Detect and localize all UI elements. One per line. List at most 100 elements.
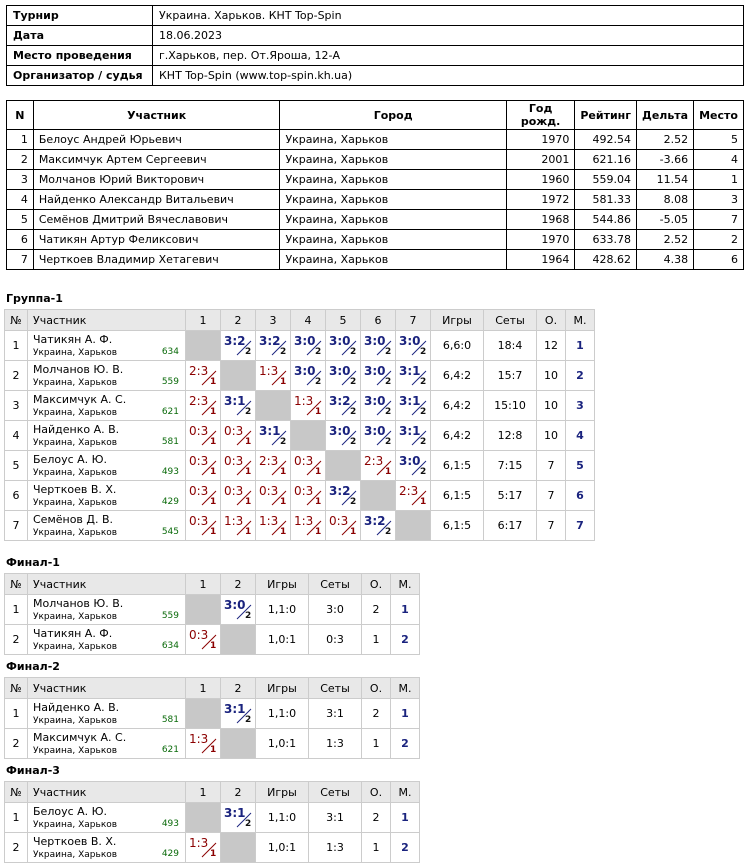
match-result: 2:3 1 — [256, 451, 290, 480]
col-header: Игры — [255, 573, 309, 595]
col-header: Игры — [255, 781, 309, 803]
match-result: 3:2 2 — [326, 481, 360, 510]
match-score: 3:0 — [399, 454, 421, 468]
col-header-opponent: 3 — [255, 309, 291, 331]
col-header-opponent: 2 — [220, 309, 256, 331]
row-number: 3 — [4, 390, 28, 421]
match-result: 0:3 1 — [186, 625, 220, 654]
participant-cell: 1968 — [505, 209, 576, 230]
player-city: Украина, Харьков — [33, 438, 118, 448]
match-points: 1 — [210, 849, 217, 859]
match-result: 1:3 1 — [291, 391, 325, 420]
slash-icon — [306, 340, 322, 356]
match-score: 0:3 — [259, 484, 279, 498]
match-points: 2 — [350, 377, 357, 387]
match-cell: 1:3 1 — [220, 510, 256, 541]
col-header: Дельта — [636, 100, 695, 130]
info-value: КНТ Top-Spin (www.top-spin.kh.ua) — [152, 65, 744, 86]
participant-cell: Белоус Андрей Юрьевич — [32, 129, 281, 150]
participant-row: 3 Молчанов Юрий Викторович Украина, Харько… — [6, 169, 744, 190]
col-header-opponent: 1 — [185, 677, 221, 699]
points-cell: 10 — [536, 390, 566, 421]
player-city: Украина, Харьков — [33, 498, 118, 508]
player-cell: Черткоев В. Х. Украина, Харьков 429 — [27, 832, 186, 863]
match-result: 0:3 1 — [221, 481, 255, 510]
participant-cell: 3 — [6, 169, 34, 190]
match-result: 1:3 1 — [256, 511, 290, 540]
match-points: 1 — [315, 467, 322, 477]
col-header: М. — [390, 781, 420, 803]
match-points: 2 — [350, 497, 357, 507]
player-cell: Черткоев В. Х. Украина, Харьков 429 — [27, 480, 186, 511]
slash-icon — [236, 708, 252, 724]
slash-icon — [236, 604, 252, 620]
match-points: 1 — [350, 527, 357, 537]
slash-icon — [201, 490, 217, 506]
match-points: 1 — [210, 745, 217, 755]
participant-cell: 5 — [693, 129, 744, 150]
match-points: 2 — [385, 437, 392, 447]
participant-cell: 492.54 — [574, 129, 638, 150]
group-row: 1 Найденко А. В. Украина, Харьков 581 3:1 2 1,… — [4, 698, 420, 729]
row-number: 6 — [4, 480, 28, 511]
participant-row: 1 Белоус Андрей Юрьевич Украина, Харьков 19… — [6, 129, 744, 150]
match-cell: 0:3 1 — [290, 480, 326, 511]
col-header: Участник — [27, 309, 186, 331]
player-city: Украина, Харьков — [33, 716, 118, 726]
group-header: № Участник 1 2 Игры Сеты О. М. — [4, 781, 420, 803]
points-cell: 2 — [361, 594, 391, 625]
slash-icon — [341, 520, 357, 536]
participant-row: 2 Максимчук Артем Сергеевич Украина, Харьк… — [6, 149, 744, 170]
row-number: 7 — [4, 510, 28, 541]
participant-cell: 428.62 — [574, 249, 638, 270]
place-cell: 2 — [390, 728, 420, 759]
group-row: 1 Чатикян А. Ф. Украина, Харьков 634 3:2 2 3:2… — [4, 330, 595, 361]
match-points: 1 — [210, 437, 217, 447]
match-cell: 3:0 2 — [325, 360, 361, 391]
col-header: М. — [390, 677, 420, 699]
participant-cell: 6 — [6, 229, 34, 250]
games-cell: 6,1:5 — [430, 450, 484, 481]
points-cell: 2 — [361, 698, 391, 729]
match-points: 1 — [280, 497, 287, 507]
group-row: 7 Семёнов Д. В. Украина, Харьков 545 0:3 1 1:3… — [4, 510, 595, 541]
match-cell: 2:3 1 — [255, 450, 291, 481]
self-cell — [395, 510, 431, 541]
sets-cell: 15:10 — [483, 390, 537, 421]
match-points: 1 — [280, 527, 287, 537]
player-city: Украина, Харьков — [33, 378, 118, 388]
match-result: 0:3 1 — [221, 451, 255, 480]
slash-icon — [201, 370, 217, 386]
sets-cell: 6:17 — [483, 510, 537, 541]
match-result: 3:1 2 — [221, 699, 255, 728]
tournament-info-table: Турнир Украина. Харьков. КНТ Top-Spin Дат… — [6, 5, 744, 86]
participant-cell: 2 — [6, 149, 34, 170]
match-cell: 1:3 1 — [255, 360, 291, 391]
match-result: 0:3 1 — [186, 481, 220, 510]
points-cell: 7 — [536, 450, 566, 481]
col-header: Игры — [430, 309, 484, 331]
points-cell: 1 — [361, 624, 391, 655]
player-rating: 493 — [161, 819, 179, 829]
match-points: 2 — [245, 407, 252, 417]
slash-icon — [341, 430, 357, 446]
match-result: 3:1 2 — [396, 361, 430, 390]
match-result: 3:0 2 — [221, 595, 255, 624]
slash-icon — [306, 400, 322, 416]
player-city: Украина, Харьков — [33, 528, 118, 538]
player-name: Белоус А. Ю. — [33, 453, 108, 466]
match-result: 3:0 2 — [291, 331, 325, 360]
slash-icon — [341, 490, 357, 506]
slash-icon — [411, 430, 427, 446]
group-header: № Участник 1 2 Игры Сеты О. М. — [4, 573, 420, 595]
games-cell: 6,1:5 — [430, 480, 484, 511]
col-header: О. — [361, 573, 391, 595]
games-cell: 1,1:0 — [255, 698, 309, 729]
participant-cell: 1972 — [505, 189, 576, 210]
games-cell: 6,4:2 — [430, 390, 484, 421]
participant-row: 7 Черткоев Владимир Хетагевич Украина, Хар… — [6, 249, 744, 270]
match-cell: 3:2 2 — [360, 510, 396, 541]
group-row: 6 Черткоев В. Х. Украина, Харьков 429 0:3 1 0:… — [4, 480, 595, 511]
self-cell — [220, 624, 256, 655]
player-name: Белоус А. Ю. — [33, 805, 108, 818]
